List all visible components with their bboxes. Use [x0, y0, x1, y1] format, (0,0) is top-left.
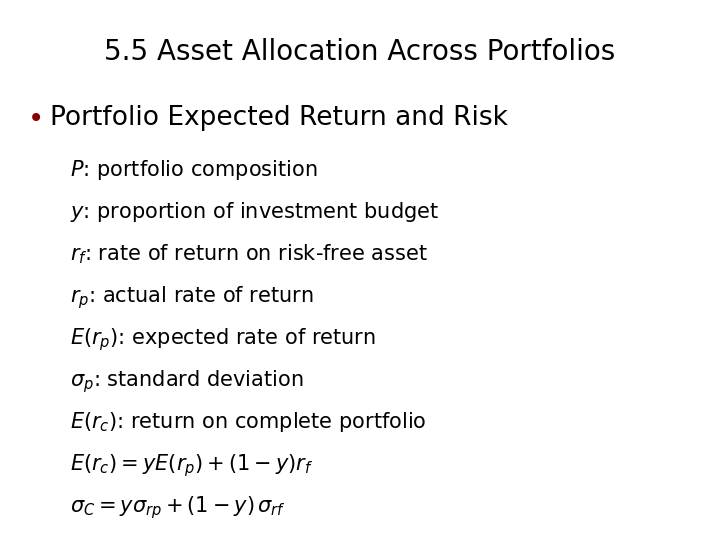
- Text: $\mathit{\sigma_C = y\sigma_{rp} + (1 - y)\,\sigma_{rf}}$: $\mathit{\sigma_C = y\sigma_{rp} + (1 - …: [70, 494, 286, 521]
- Text: $\mathit{E(r_p)}$: expected rate of return: $\mathit{E(r_p)}$: expected rate of retu…: [70, 326, 376, 353]
- Text: $\mathit{r_f}$: rate of return on risk-free asset: $\mathit{r_f}$: rate of return on risk-f…: [70, 242, 428, 266]
- Text: $\mathit{\sigma_p}$: standard deviation: $\mathit{\sigma_p}$: standard deviation: [70, 368, 304, 395]
- Text: $\mathit{y}$: proportion of investment budget: $\mathit{y}$: proportion of investment b…: [70, 200, 439, 224]
- Text: $\mathit{P}$: portfolio composition: $\mathit{P}$: portfolio composition: [70, 158, 318, 182]
- Text: $\mathit{E(r_c) = yE(r_p) + (1 - y)r_f}$: $\mathit{E(r_c) = yE(r_p) + (1 - y)r_f}$: [70, 452, 313, 479]
- Text: $\mathit{E(r_c)}$: return on complete portfolio: $\mathit{E(r_c)}$: return on complete po…: [70, 410, 426, 434]
- Text: 5.5 Asset Allocation Across Portfolios: 5.5 Asset Allocation Across Portfolios: [104, 38, 616, 66]
- Text: $\mathit{r_p}$: actual rate of return: $\mathit{r_p}$: actual rate of return: [70, 284, 314, 311]
- Text: Portfolio Expected Return and Risk: Portfolio Expected Return and Risk: [50, 105, 508, 131]
- Text: •: •: [28, 105, 44, 133]
